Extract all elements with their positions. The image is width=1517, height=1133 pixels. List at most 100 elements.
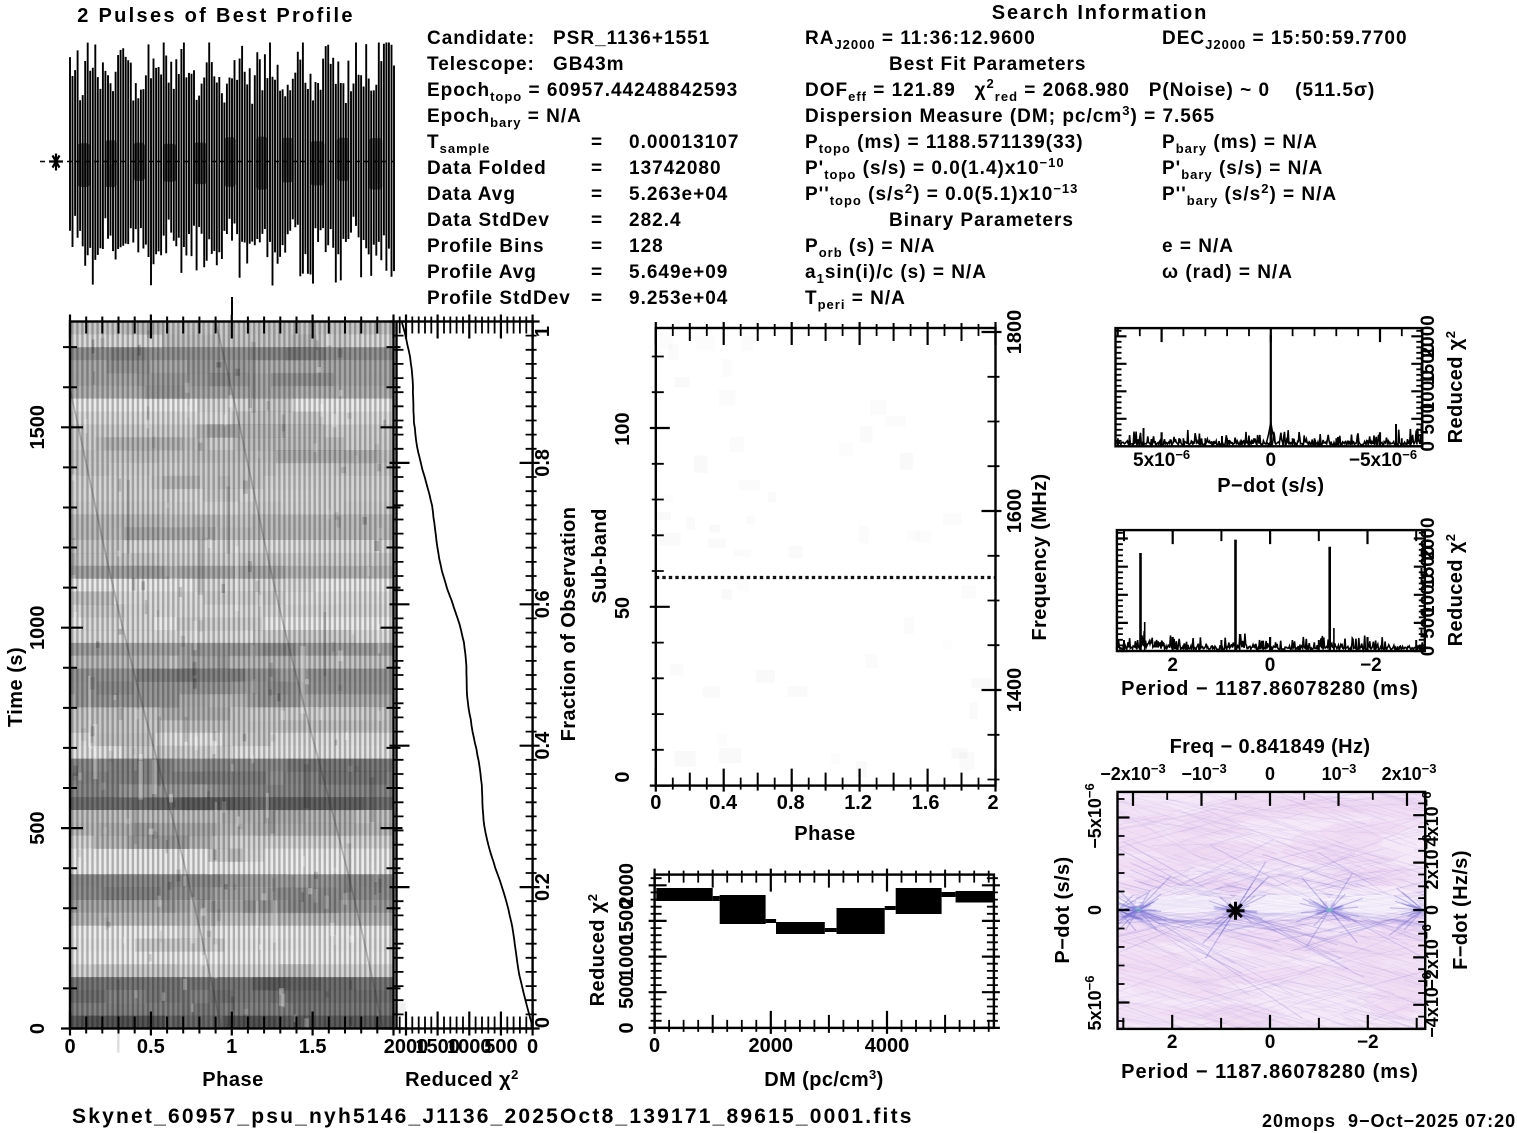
svg-text:2 Pulses of Best Profile: 2 Pulses of Best Profile bbox=[77, 5, 355, 27]
svg-text:2: 2 bbox=[1167, 655, 1178, 676]
svg-text:2000: 2000 bbox=[616, 863, 638, 908]
svg-text:RAJ2000 = 11:36:12.9600: RAJ2000 = 11:36:12.9600 bbox=[805, 28, 1036, 52]
svg-text:P−dot (s/s): P−dot (s/s) bbox=[1052, 856, 1074, 963]
svg-text:1.2: 1.2 bbox=[844, 792, 872, 814]
svg-text:DECJ2000 = 15:50:59.7700: DECJ2000 = 15:50:59.7700 bbox=[1162, 28, 1408, 52]
svg-text:0: 0 bbox=[532, 1017, 554, 1028]
svg-text:e = N/A: e = N/A bbox=[1162, 236, 1234, 257]
svg-text:20mops 9−Oct−2025 07:20: 20mops 9−Oct−2025 07:20 bbox=[1262, 1111, 1516, 1131]
svg-text:500: 500 bbox=[1418, 607, 1439, 639]
svg-text:1: 1 bbox=[532, 326, 554, 337]
svg-text:0.8: 0.8 bbox=[532, 449, 554, 477]
svg-text:1500: 1500 bbox=[616, 899, 638, 944]
svg-text:Skynet_60957_psu_nyh5146_J1136: Skynet_60957_psu_nyh5146_J1136_2025Oct8_… bbox=[72, 1105, 914, 1128]
svg-text:Telescope:: Telescope: bbox=[427, 54, 535, 75]
svg-text:Reduced χ2: Reduced χ2 bbox=[585, 894, 609, 1007]
svg-text:500: 500 bbox=[1418, 403, 1439, 435]
svg-text:Ptopo (ms) = 1188.571139(33): Ptopo (ms) = 1188.571139(33) bbox=[805, 132, 1084, 156]
svg-text:Fraction of Observation: Fraction of Observation bbox=[558, 507, 580, 742]
svg-text:1500: 1500 bbox=[415, 1036, 460, 1058]
svg-text:1800: 1800 bbox=[1004, 310, 1026, 355]
svg-text:0: 0 bbox=[649, 1035, 660, 1057]
svg-text:0: 0 bbox=[64, 1036, 75, 1058]
svg-text:0.00013107: 0.00013107 bbox=[629, 132, 739, 153]
svg-text:128: 128 bbox=[629, 236, 664, 257]
svg-text:0: 0 bbox=[612, 771, 634, 782]
svg-text:0.4: 0.4 bbox=[532, 731, 554, 760]
svg-text:0: 0 bbox=[27, 1023, 49, 1034]
svg-text:Dispersion Measure (DM; pc/cm3: Dispersion Measure (DM; pc/cm3) = 7.565 bbox=[805, 103, 1215, 127]
svg-text:Epochtopo = 60957.44248842593: Epochtopo = 60957.44248842593 bbox=[427, 80, 738, 104]
svg-text:0: 0 bbox=[1422, 905, 1442, 915]
svg-text:500: 500 bbox=[27, 811, 49, 844]
svg-text:Search Information: Search Information bbox=[992, 2, 1208, 24]
svg-text:=: = bbox=[591, 236, 603, 257]
svg-text:0: 0 bbox=[1418, 441, 1439, 452]
svg-text:100: 100 bbox=[612, 412, 634, 445]
svg-text:P−dot (s/s): P−dot (s/s) bbox=[1217, 475, 1324, 497]
svg-text:2000: 2000 bbox=[1418, 315, 1439, 357]
svg-text:0.6: 0.6 bbox=[532, 590, 554, 618]
svg-text:−2x10−3: −2x10−3 bbox=[1100, 761, 1165, 784]
svg-text:1000: 1000 bbox=[1418, 370, 1439, 412]
svg-text:Porb (s) = N/A: Porb (s) = N/A bbox=[805, 236, 936, 260]
svg-text:PSR_1136+1551: PSR_1136+1551 bbox=[553, 28, 710, 49]
svg-text:2000: 2000 bbox=[749, 1035, 794, 1057]
svg-text:Frequency (MHz): Frequency (MHz) bbox=[1029, 473, 1051, 640]
svg-text:Binary Parameters: Binary Parameters bbox=[889, 210, 1074, 231]
svg-text:Data Folded: Data Folded bbox=[427, 158, 547, 179]
svg-text:Profile Bins: Profile Bins bbox=[427, 236, 545, 257]
svg-text:5.263e+04: 5.263e+04 bbox=[629, 184, 728, 205]
svg-text:−4x10−6: −4x10−6 bbox=[1419, 972, 1442, 1037]
svg-text:=: = bbox=[591, 132, 603, 153]
svg-text:1500: 1500 bbox=[1418, 546, 1439, 588]
svg-text:Profile Avg: Profile Avg bbox=[427, 262, 537, 283]
svg-text:2: 2 bbox=[987, 792, 998, 814]
svg-text:4000: 4000 bbox=[865, 1035, 910, 1057]
svg-text:−5x10−6: −5x10−6 bbox=[1082, 783, 1105, 848]
svg-text:Time (s): Time (s) bbox=[5, 647, 27, 727]
svg-text:=: = bbox=[591, 184, 603, 205]
svg-text:9.253e+04: 9.253e+04 bbox=[629, 288, 728, 309]
svg-text:Data StdDev: Data StdDev bbox=[427, 210, 550, 231]
svg-text:1000: 1000 bbox=[616, 934, 638, 979]
svg-text:1500: 1500 bbox=[27, 405, 49, 450]
svg-text:2: 2 bbox=[1167, 1032, 1178, 1053]
svg-text:Freq − 0.841849 (Hz): Freq − 0.841849 (Hz) bbox=[1170, 736, 1371, 758]
svg-text:Reduced χ2: Reduced χ2 bbox=[405, 1067, 519, 1091]
svg-text:=: = bbox=[591, 262, 603, 283]
svg-text:0.8: 0.8 bbox=[777, 792, 805, 814]
svg-text:1000: 1000 bbox=[447, 1036, 492, 1058]
svg-text:Reduced χ2: Reduced χ2 bbox=[1443, 331, 1467, 444]
svg-text:1400: 1400 bbox=[1004, 668, 1026, 713]
svg-text:0: 0 bbox=[1265, 1032, 1276, 1053]
svg-text:Tsample: Tsample bbox=[427, 132, 490, 156]
svg-text:Phase: Phase bbox=[202, 1069, 263, 1091]
svg-text:Period − 1187.86078280 (ms): Period − 1187.86078280 (ms) bbox=[1121, 1061, 1419, 1083]
svg-text:a1sin(i)/c (s) = N/A: a1sin(i)/c (s) = N/A bbox=[805, 262, 987, 286]
svg-text:0: 0 bbox=[650, 792, 661, 814]
svg-text:0: 0 bbox=[527, 1036, 538, 1058]
svg-text:1.5: 1.5 bbox=[299, 1036, 327, 1058]
svg-text:Data Avg: Data Avg bbox=[427, 184, 516, 205]
svg-text:5.649e+09: 5.649e+09 bbox=[629, 262, 728, 283]
svg-text:1: 1 bbox=[226, 1036, 237, 1058]
svg-text:GB43m: GB43m bbox=[553, 54, 625, 75]
svg-text:DOFeff = 121.89 χ2red = 2068: DOFeff = 121.89 χ2red = 2068.980 P(Noise… bbox=[805, 76, 1375, 104]
svg-text:DM (pc/cm3): DM (pc/cm3) bbox=[764, 1067, 883, 1091]
svg-text:13742080: 13742080 bbox=[629, 158, 722, 179]
svg-text:0: 0 bbox=[1266, 450, 1277, 471]
svg-text:5x10−6: 5x10−6 bbox=[1133, 447, 1190, 471]
svg-text:1000: 1000 bbox=[27, 605, 49, 650]
svg-text:282.4: 282.4 bbox=[629, 210, 682, 231]
svg-text:Period − 1187.86078280 (ms): Period − 1187.86078280 (ms) bbox=[1121, 678, 1419, 700]
svg-text:Best Fit Parameters: Best Fit Parameters bbox=[889, 54, 1086, 75]
svg-text:1.6: 1.6 bbox=[912, 792, 940, 814]
svg-text:0.5: 0.5 bbox=[137, 1036, 165, 1058]
svg-text:2000: 2000 bbox=[384, 1036, 429, 1058]
svg-text:0: 0 bbox=[616, 1022, 638, 1033]
svg-text:0: 0 bbox=[1418, 646, 1439, 657]
svg-text:0: 0 bbox=[1265, 655, 1276, 676]
svg-text:0: 0 bbox=[1265, 764, 1275, 784]
svg-text:500: 500 bbox=[616, 976, 638, 1009]
